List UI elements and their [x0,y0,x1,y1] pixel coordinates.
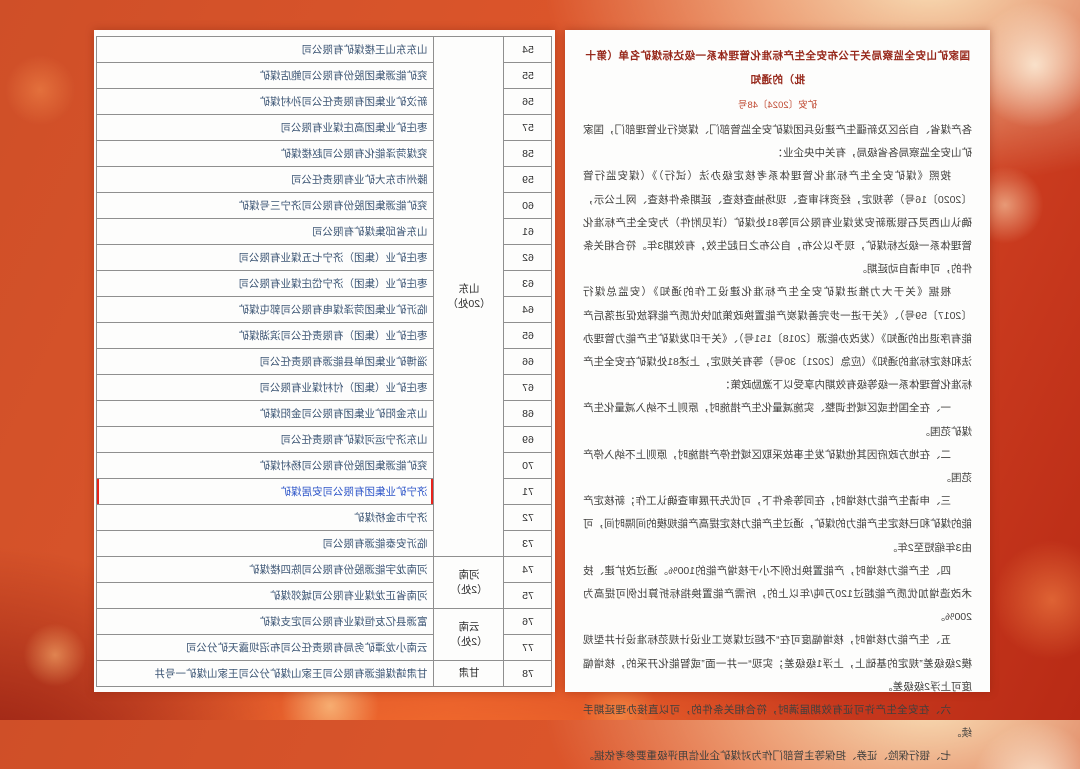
cell-row-number: 58 [504,141,552,167]
cell-region-label: 山东 （20处） [434,37,504,557]
cell-mine-name: 山东金阳矿业集团有限公司金阳煤矿 [97,401,434,427]
cell-row-number: 69 [504,427,552,453]
cell-region-label: 河南 （2处） [434,557,504,609]
notice-paragraph: 一、在全国性或区域性调整、实施减量化生产措施时，原则上不纳入减量化生产煤矿范围。 [583,397,972,443]
doc-number: 矿安〔2024〕48号 [583,97,972,111]
cell-row-number: 56 [504,89,552,115]
cell-mine-name: 河南龙宇能源股份有限公司陈四楼煤矿 [97,557,434,583]
cell-row-number: 55 [504,63,552,89]
cell-mine-name: 枣庄矿业（集团）济宁七五煤业有限公司 [97,245,434,271]
cell-mine-name: 新汶矿业集团有限责任公司孙村煤矿 [97,89,434,115]
cell-mine-name: 河南省正龙煤业有限公司城郊煤矿 [97,583,434,609]
cell-row-number: 59 [504,167,552,193]
cell-row-number: 73 [504,531,552,557]
cell-row-number: 63 [504,271,552,297]
cell-mine-name: 滕州市东大矿业有限责任公司 [97,167,434,193]
cell-region-label: 云南 （2处） [434,609,504,661]
cell-mine-name: 临沂矿业集团菏泽煤电有限公司郭屯煤矿 [97,297,434,323]
cell-mine-name: 山东省邱集煤矿有限公司 [97,219,434,245]
cell-row-number: 61 [504,219,552,245]
cell-mine-name-highlighted: 济宁矿业集团有限公司安居煤矿 [97,479,434,505]
cell-mine-name: 富源县亿友恒煤业有限公司定支煤矿 [97,609,434,635]
cell-row-number: 65 [504,323,552,349]
cell-mine-name: 枣庄矿业集团高庄煤业有限公司 [97,115,434,141]
cell-row-number: 71 [504,479,552,505]
notice-paragraph: 五、生产能力核增时，核增幅度可在“不超过煤炭工业设计规范标准设计井型规模2级级差… [583,629,972,699]
cell-mine-name: 济宁市金桥煤矿 [97,505,434,531]
cell-mine-name: 甘肃靖煤能源有限公司王家山煤矿分公司王家山煤矿一号井 [97,661,434,687]
notice-paragraph: 四、生产能力核增时，产能置换比例不小于核增产能的100%。通过改扩建、技术改造增… [583,560,972,630]
cell-row-number: 67 [504,375,552,401]
cell-row-number: 74 [504,557,552,583]
cell-row-number: 66 [504,349,552,375]
cell-mine-name: 枣庄矿业（集团）有限责任公司滨湖煤矿 [97,323,434,349]
notice-body: 各产煤省、自治区及新疆生产建设兵团煤矿安全监管部门、煤炭行业管理部门，国家矿山安… [583,119,972,769]
cell-row-number: 70 [504,453,552,479]
cell-row-number: 72 [504,505,552,531]
cell-row-number: 62 [504,245,552,271]
cell-mine-name: 兖煤菏泽能化有限公司赵楼煤矿 [97,141,434,167]
cell-row-number: 75 [504,583,552,609]
notice-paragraph: 各产煤省、自治区及新疆生产建设兵团煤矿安全监管部门、煤炭行业管理部门，国家矿山安… [583,119,972,165]
cell-mine-name: 云南小龙潭矿务局有限责任公司布沼坝露天矿分公司 [97,635,434,661]
cell-mine-name: 临沂安泰能源有限公司 [97,531,434,557]
cell-row-number: 77 [504,635,552,661]
notice-title: 国家矿山安全监察局关于公布安全生产标准化管理体系一级达标煤矿名单（第十批）的通知 [583,44,972,92]
cell-mine-name: 兖矿能源集团股份有限公司鲍店煤矿 [97,63,434,89]
notice-page: 国家矿山安全监察局关于公布安全生产标准化管理体系一级达标煤矿名单（第十批）的通知… [565,30,990,692]
cell-mine-name: 山东东山王楼煤矿有限公司 [97,37,434,63]
notice-paragraph: 按照《煤矿安全生产标准化管理体系考核定级办法（试行）》（煤安监行管〔2020〕1… [583,165,972,281]
cell-mine-name: 枣庄矿业（集团）付村煤业有限公司 [97,375,434,401]
notice-paragraph: 六、在安全生产许可证有效期届满时，符合相关条件的，可以直接办理延期手续。 [583,699,972,745]
cell-row-number: 76 [504,609,552,635]
cell-row-number: 54 [504,37,552,63]
mirrored-document-capture: 国家矿山安全监察局关于公布安全生产标准化管理体系一级达标煤矿名单（第十批）的通知… [0,0,1080,720]
cell-region-label: 甘肃 [434,661,504,687]
cell-mine-name: 山东济宁运河煤矿有限责任公司 [97,427,434,453]
notice-paragraph: 根据《关于大力推进煤矿安全生产标准化建设工作的通知》（安监总煤行〔2017〕59… [583,281,972,397]
notice-paragraph: 二、在地方政府因其他煤矿发生事故采取区域性停产措施时，原则上不纳入停产范围。 [583,444,972,490]
cell-mine-name: 枣庄矿业（集团）济宁岱庄煤业有限公司 [97,271,434,297]
notice-paragraph: 七、银行保险、证券、担保等主管部门作为对煤矿企业信用评级重要参考依据。 [583,745,972,768]
cell-mine-name: 兖矿能源集团股份有限公司杨村煤矿 [97,453,434,479]
cell-mine-name: 兖矿能源集团股份有限公司济宁三号煤矿 [97,193,434,219]
cell-row-number: 68 [504,401,552,427]
cell-row-number: 64 [504,297,552,323]
cell-mine-name: 淄博矿业集团单县能源有限责任公司 [97,349,434,375]
notice-paragraph: 三、申请生产能力核增时，在同等条件下，可优先开展审查确认工作；新核定产能的煤矿和… [583,490,972,560]
cell-row-number: 78 [504,661,552,687]
cell-row-number: 57 [504,115,552,141]
cell-row-number: 60 [504,193,552,219]
